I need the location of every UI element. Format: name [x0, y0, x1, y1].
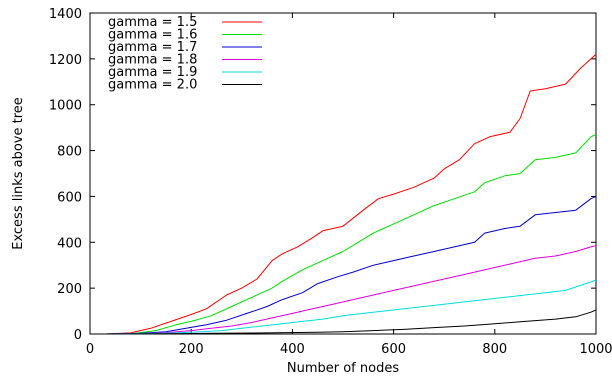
y-tick-label: 1400	[49, 7, 82, 22]
x-tick-label: 800	[482, 342, 507, 357]
y-tick-label: 800	[57, 145, 82, 160]
series-line-1	[105, 53, 597, 335]
legend-label-6: gamma = 2.0	[108, 78, 197, 93]
legend-label-3: gamma = 1.7	[108, 40, 197, 55]
x-tick-label: 200	[179, 342, 204, 357]
legend-label-4: gamma = 1.8	[108, 53, 197, 68]
plot-area: 0 200 400 600 800 1000 0 200 400 600 800 1000 1200 14…	[11, 7, 612, 376]
y-axis-title: Excess links above tree	[11, 97, 26, 250]
x-tick-label: 0	[86, 342, 94, 357]
x-tick-label: 1000	[579, 342, 612, 357]
legend-label-5: gamma = 1.9	[108, 65, 197, 80]
series-line-5	[105, 279, 597, 335]
y-tick-label: 600	[57, 190, 82, 205]
legend-label-1: gamma = 1.5	[108, 15, 197, 30]
legend-label-2: gamma = 1.6	[108, 28, 197, 43]
x-axis-title: Number of nodes	[287, 361, 399, 376]
y-tick-label: 200	[57, 282, 82, 297]
y-tick-label: 1000	[49, 99, 82, 114]
series-line-4	[105, 245, 597, 335]
y-tick-label: 0	[74, 328, 82, 343]
y-tick-label: 1200	[49, 53, 82, 68]
y-tick-label: 400	[57, 236, 82, 251]
x-tick-label: 600	[381, 342, 406, 357]
series-line-2	[105, 134, 597, 335]
plot-frame	[89, 12, 597, 335]
x-tick-label: 400	[280, 342, 305, 357]
series-line-6	[105, 309, 597, 335]
series-line-3	[105, 195, 597, 335]
